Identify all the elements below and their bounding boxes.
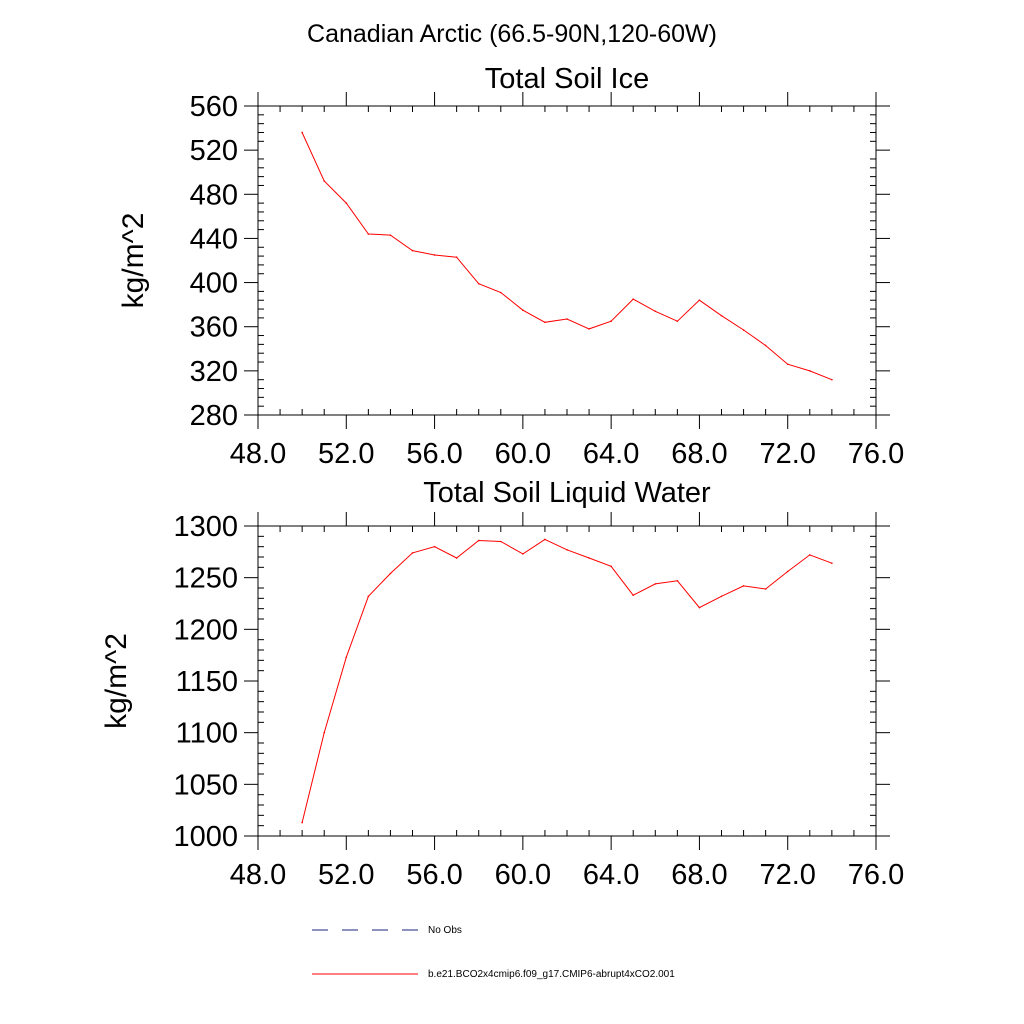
total-soil-liquid-water-data-point — [720, 595, 723, 598]
total-soil-ice-data-point — [522, 309, 524, 311]
total-soil-ice-x-tick-label: 72.0 — [759, 438, 815, 470]
total-soil-liquid-water-data-point — [367, 595, 370, 598]
total-soil-ice-data-point — [610, 320, 612, 322]
total-soil-ice-y-tick-label: 320 — [190, 356, 238, 388]
total-soil-liquid-water-data-point — [455, 557, 458, 559]
total-soil-ice-data-point — [301, 131, 303, 134]
total-soil-liquid-water-y-tick-label: 1150 — [176, 666, 238, 698]
total-soil-liquid-water-data-point — [411, 552, 414, 554]
total-soil-ice-x-tick-label: 60.0 — [495, 438, 551, 470]
total-soil-liquid-water-data-point — [477, 539, 480, 542]
total-soil-ice-title: Total Soil Ice — [485, 63, 649, 95]
total-soil-ice-panel: Total Soil Ice kg/m^2 48.0 52.0 56.0 60.0 64.0… — [117, 63, 904, 470]
legend: No Obs b.e21.BCO2x4cmip6.f09_g17.CMIP6-a… — [312, 925, 675, 980]
total-soil-ice-data-point — [786, 363, 789, 366]
total-soil-liquid-water-data-point — [632, 594, 635, 597]
total-soil-ice-y-axis-label: kg/m^2 — [117, 213, 150, 309]
total-soil-ice-data-point — [632, 298, 635, 300]
total-soil-ice-data-point — [389, 234, 392, 236]
total-soil-ice-y-tick-label: 360 — [190, 312, 238, 344]
total-soil-liquid-water-y-tick-label: 1300 — [173, 511, 238, 543]
total-soil-liquid-water-data-point — [764, 588, 767, 590]
total-soil-liquid-water-data-point — [389, 572, 392, 575]
total-soil-ice-data-point — [742, 329, 745, 331]
total-soil-ice-data-point — [654, 310, 657, 313]
total-soil-ice-data-point — [411, 249, 414, 252]
total-soil-ice-x-tick-label: 48.0 — [230, 438, 286, 470]
total-soil-ice-y-tick-label: 400 — [190, 268, 238, 300]
total-soil-ice-y-tick-label: 480 — [190, 179, 238, 211]
total-soil-ice-data-point — [720, 314, 723, 317]
total-soil-ice-data-point — [676, 320, 679, 322]
total-soil-ice-data-point — [588, 328, 590, 330]
total-soil-ice-data-point — [367, 233, 370, 235]
total-soil-liquid-water-data-point — [566, 548, 568, 551]
total-soil-ice-x-tick-label: 56.0 — [406, 438, 462, 470]
total-soil-liquid-water-data-point — [742, 585, 745, 587]
total-soil-ice-data-point — [808, 370, 811, 372]
total-soil-ice-data-point — [477, 282, 480, 285]
total-soil-liquid-water-y-tick-label: 1100 — [176, 718, 238, 750]
total-soil-liquid-water-data-point — [610, 565, 612, 568]
page-title: Canadian Arctic (66.5-90N,120-60W) — [307, 20, 717, 48]
total-soil-ice-data-point — [698, 299, 701, 302]
total-soil-liquid-water-x-tick-label: 68.0 — [671, 859, 727, 891]
total-soil-ice-y-tick-label: 280 — [190, 400, 238, 432]
total-soil-liquid-water-data-point — [323, 731, 326, 734]
total-soil-liquid-water-data-point — [544, 538, 546, 541]
total-soil-ice-data-point — [764, 344, 767, 347]
total-soil-liquid-water-y-tick-label: 1200 — [173, 614, 238, 646]
total-soil-liquid-water-x-tick-label: 72.0 — [759, 859, 815, 891]
total-soil-liquid-water-data-point — [786, 570, 789, 573]
total-soil-liquid-water-x-tick-label: 52.0 — [318, 859, 374, 891]
total-soil-liquid-water-data-point — [831, 562, 833, 564]
total-soil-ice-data-point — [455, 256, 458, 258]
total-soil-ice-data-point — [499, 291, 502, 294]
total-soil-ice-y-tick-label: 440 — [190, 223, 238, 255]
total-soil-ice-data-point — [566, 318, 568, 320]
total-soil-ice-data-point — [544, 321, 546, 324]
total-soil-liquid-water-data-point — [588, 557, 590, 559]
total-soil-liquid-water-x-tick-label: 64.0 — [583, 859, 639, 891]
total-soil-ice-y-tick-label: 560 — [190, 91, 238, 123]
total-soil-ice-y-tick-label: 520 — [190, 135, 238, 167]
total-soil-liquid-water-data-point — [676, 579, 679, 582]
total-soil-ice-data-point — [323, 180, 326, 182]
total-soil-liquid-water-y-tick-label: 1250 — [173, 563, 238, 595]
total-soil-liquid-water-data-point — [654, 583, 657, 585]
total-soil-ice-x-tick-label: 52.0 — [318, 438, 374, 470]
total-soil-ice-x-tick-label: 76.0 — [848, 438, 904, 470]
total-soil-liquid-water-x-tick-label: 48.0 — [230, 859, 286, 891]
total-soil-liquid-water-x-tick-label: 60.0 — [495, 859, 551, 891]
total-soil-liquid-water-y-axis-label: kg/m^2 — [100, 633, 133, 729]
total-soil-ice-data-point — [433, 254, 436, 256]
total-soil-liquid-water-data-point — [522, 553, 524, 555]
total-soil-ice-data-point — [345, 202, 348, 204]
total-soil-liquid-water-data-point — [499, 540, 502, 543]
total-soil-liquid-water-data-point — [433, 545, 436, 548]
total-soil-liquid-water-y-tick-label: 1050 — [173, 769, 238, 801]
total-soil-liquid-water-x-tick-label: 76.0 — [848, 859, 904, 891]
total-soil-ice-x-tick-label: 64.0 — [583, 438, 639, 470]
total-soil-liquid-water-data-point — [698, 606, 701, 609]
total-soil-ice-data-point — [831, 378, 833, 381]
total-soil-liquid-water-data-point — [301, 821, 303, 824]
total-soil-liquid-water-data-point — [808, 554, 811, 556]
total-soil-liquid-water-y-tick-label: 1000 — [173, 821, 238, 853]
total-soil-liquid-water-x-tick-label: 56.0 — [406, 859, 462, 891]
legend-label-model-run: b.e21.BCO2x4cmip6.f09_g17.CMIP6-abrupt4x… — [428, 969, 675, 980]
total-soil-liquid-water-data-point — [345, 656, 348, 659]
total-soil-ice-x-tick-label: 68.0 — [671, 438, 727, 470]
total-soil-liquid-water-panel: Total Soil Liquid Water kg/m^2 48.0 52.0 56.… — [100, 477, 904, 891]
total-soil-liquid-water-title: Total Soil Liquid Water — [423, 477, 711, 509]
legend-label-no-obs: No Obs — [428, 925, 462, 936]
